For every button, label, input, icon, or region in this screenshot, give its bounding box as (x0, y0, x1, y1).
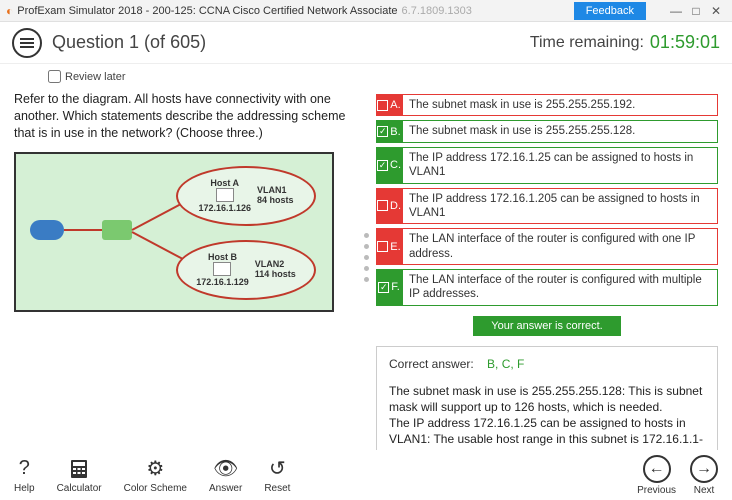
feedback-button[interactable]: Feedback (574, 2, 646, 20)
question-panel: Review later Refer to the diagram. All h… (0, 64, 360, 450)
eye-icon: 👁 (213, 457, 238, 481)
titlebar: ◐ ProfExam Simulator 2018 - 200-125: CCN… (0, 0, 732, 22)
answer-text: The LAN interface of the router is confi… (402, 228, 718, 265)
answer-option[interactable]: D.The IP address 172.16.1.205 can be ass… (376, 188, 718, 225)
answer-list: A.The subnet mask in use is 255.255.255.… (376, 94, 718, 306)
correct-answer-value: B, C, F (487, 357, 524, 371)
time-label: Time remaining: (530, 34, 644, 52)
answer-letter: A. (390, 99, 400, 111)
app-version: 6.7.1809.1303 (402, 5, 472, 17)
answer-option[interactable]: C.The IP address 172.16.1.25 can be assi… (376, 147, 718, 184)
question-number: Question 1 (of 605) (52, 32, 206, 53)
answer-option[interactable]: B.The subnet mask in use is 255.255.255.… (376, 120, 718, 142)
calculator-icon (70, 457, 88, 481)
help-button[interactable]: ?Help (14, 457, 35, 494)
app-logo: ◐ (6, 4, 13, 18)
vlan2-group: Host B172.16.1.129 VLAN2114 hosts (176, 240, 316, 300)
answer-checkbox[interactable] (378, 282, 389, 293)
answer-letter: C. (390, 159, 401, 171)
answer-panel: A.The subnet mask in use is 255.255.255.… (372, 64, 732, 450)
next-button[interactable]: →Next (690, 455, 718, 496)
answer-text: The LAN interface of the router is confi… (402, 269, 718, 306)
answer-letter: D. (390, 200, 401, 212)
maximize-button[interactable]: □ (686, 4, 706, 18)
answer-letter: F. (391, 281, 400, 293)
reset-button[interactable]: ↺Reset (264, 457, 290, 494)
app-title: ProfExam Simulator 2018 - 200-125: CCNA … (17, 5, 397, 17)
correct-answer-label: Correct answer: (389, 357, 474, 371)
answer-text: The IP address 172.16.1.205 can be assig… (402, 188, 718, 225)
answer-letter: B. (390, 126, 400, 138)
vlan1-group: Host A172.16.1.126 VLAN184 hosts (176, 166, 316, 226)
reset-icon: ↺ (269, 457, 286, 481)
verdict: Your answer is correct. (376, 316, 718, 336)
answer-option[interactable]: E.The LAN interface of the router is con… (376, 228, 718, 265)
time-value: 01:59:01 (650, 32, 720, 53)
answer-option[interactable]: A.The subnet mask in use is 255.255.255.… (376, 94, 718, 116)
question-text: Refer to the diagram. All hosts have con… (14, 91, 350, 142)
minimize-button[interactable]: — (666, 4, 686, 18)
color-scheme-button[interactable]: ⚙Color Scheme (124, 457, 187, 494)
router-icon (30, 220, 64, 240)
network-diagram: Host A172.16.1.126 VLAN184 hosts Host B1… (14, 152, 334, 312)
close-button[interactable]: ✕ (706, 4, 726, 18)
answer-text: The subnet mask in use is 255.255.255.12… (402, 120, 718, 142)
answer-checkbox[interactable] (377, 126, 388, 137)
answer-checkbox[interactable] (377, 160, 388, 171)
gear-icon: ⚙ (146, 457, 164, 481)
explanation-box: Correct answer: B, C, F The subnet mask … (376, 346, 718, 450)
answer-checkbox[interactable] (377, 100, 388, 111)
question-header: Question 1 (of 605) Time remaining: 01:5… (0, 22, 732, 64)
pane-divider[interactable] (360, 64, 372, 450)
previous-button[interactable]: ←Previous (637, 455, 676, 496)
review-checkbox-input[interactable] (48, 70, 61, 83)
review-later-checkbox[interactable]: Review later (48, 70, 350, 83)
help-icon: ? (19, 457, 30, 481)
menu-button[interactable] (12, 28, 42, 58)
answer-option[interactable]: F.The LAN interface of the router is con… (376, 269, 718, 306)
arrow-right-icon: → (690, 455, 718, 483)
answer-text: The subnet mask in use is 255.255.255.19… (402, 94, 718, 116)
answer-text: The IP address 172.16.1.25 can be assign… (402, 147, 718, 184)
answer-checkbox[interactable] (377, 241, 388, 252)
answer-button[interactable]: 👁Answer (209, 457, 242, 494)
calculator-button[interactable]: Calculator (57, 457, 102, 494)
arrow-left-icon: ← (643, 455, 671, 483)
answer-checkbox[interactable] (377, 200, 388, 211)
toolbar: ?Help Calculator ⚙Color Scheme 👁Answer ↺… (0, 450, 732, 500)
answer-letter: E. (390, 241, 400, 253)
switch-icon (102, 220, 132, 240)
explanation-text: The subnet mask in use is 255.255.255.12… (389, 383, 705, 450)
